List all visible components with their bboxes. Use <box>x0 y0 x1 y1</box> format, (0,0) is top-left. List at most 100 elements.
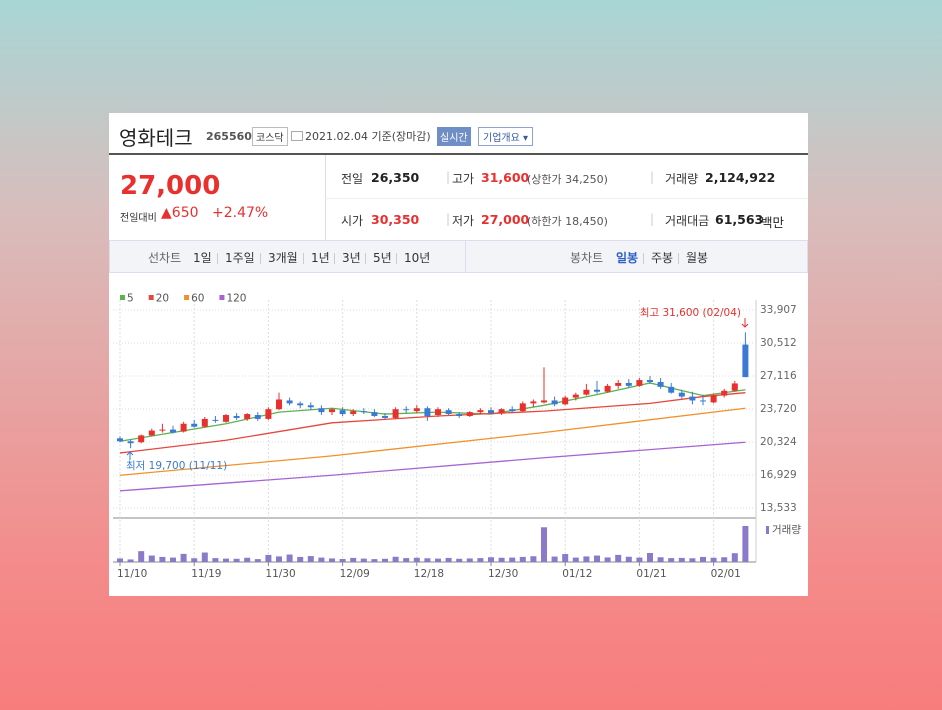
change-rate: +2.47% <box>212 205 269 221</box>
candle-body <box>615 382 622 386</box>
stat-label: 거래대금 <box>665 214 710 228</box>
tab[interactable]: 월봉 <box>686 251 709 265</box>
candle-body <box>710 395 717 403</box>
x-tick-label: 02/01 <box>711 568 741 580</box>
candle-body <box>477 410 484 413</box>
volume-bar <box>509 557 516 562</box>
candle-body <box>170 429 176 433</box>
volume-bar <box>148 555 155 562</box>
y-tick-label: 33,907 <box>760 304 797 316</box>
volume-bar <box>318 557 325 562</box>
y-tick-label: 13,533 <box>760 502 797 514</box>
candle-body <box>456 414 463 416</box>
candle-body <box>254 415 261 419</box>
candle-body <box>212 419 219 421</box>
divider: | <box>650 212 655 226</box>
company-info-text: 기업개요 <box>483 133 520 144</box>
candle-body <box>572 394 579 398</box>
volume-bar <box>477 558 484 562</box>
volume-bar <box>127 559 134 562</box>
tab[interactable]: 1주일 <box>225 251 255 265</box>
company-info-button[interactable]: 기업개요 ▾ <box>478 127 534 146</box>
candle-body <box>201 418 208 427</box>
candle-body <box>339 410 346 415</box>
legend-swatch <box>766 526 769 534</box>
candle-body <box>382 415 388 418</box>
candle-body <box>318 408 325 413</box>
volume-bar <box>360 558 367 562</box>
candle-body <box>657 381 664 387</box>
volume-bar <box>382 558 388 562</box>
volume-bar <box>657 557 664 562</box>
tab[interactable]: 1일 <box>193 251 212 265</box>
legend-swatch <box>120 295 125 300</box>
legend-swatch <box>148 295 154 300</box>
volume-bar <box>276 556 282 562</box>
volume-bar <box>180 553 187 562</box>
candle-body <box>244 414 251 419</box>
candle-body <box>721 390 728 396</box>
volume-bar <box>668 558 675 562</box>
candle-body <box>286 400 293 404</box>
volume-bar <box>721 557 728 562</box>
candle-body <box>509 409 516 412</box>
candle-body <box>604 385 611 392</box>
tab[interactable]: 주봉 <box>651 251 674 265</box>
volume-bar <box>286 554 293 562</box>
stat-label: 시가 <box>341 214 364 228</box>
stat-note: (상한가 34,250) <box>527 173 608 186</box>
candle-body <box>223 415 229 422</box>
divider: | <box>446 170 451 184</box>
candle-body <box>647 380 653 382</box>
volume-bar <box>700 556 706 562</box>
change-value: 650 <box>171 205 199 221</box>
tab-active[interactable]: 일봉 <box>616 251 639 265</box>
candle-body <box>678 392 685 397</box>
tab[interactable]: 1년 <box>311 251 330 265</box>
candle-body <box>360 411 367 413</box>
legend-label: 20 <box>156 293 169 305</box>
volume-bar <box>244 557 251 562</box>
volume-bar <box>159 556 166 562</box>
stock-name: 영화테크 <box>119 126 193 150</box>
volume-bar <box>530 556 537 562</box>
ma-line <box>119 441 746 492</box>
legend-label: 5 <box>127 293 134 305</box>
tab[interactable]: 3개월 <box>268 251 298 265</box>
stock-code: 265560 <box>206 130 252 143</box>
candle-body <box>445 410 452 415</box>
volume-bar <box>371 559 378 562</box>
x-tick-label: 12/30 <box>488 568 518 580</box>
divider: | <box>650 170 655 184</box>
volume-bar <box>265 554 272 562</box>
candle-body <box>488 410 494 414</box>
volume-bar <box>350 557 357 562</box>
candle-body <box>350 411 357 415</box>
volume-legend: 거래량 <box>772 524 801 536</box>
candle-body <box>689 396 696 401</box>
realtime-button[interactable]: 실시간 <box>437 127 471 146</box>
candle-body <box>435 409 441 416</box>
candle-body <box>413 408 420 412</box>
volume-bar <box>339 558 346 562</box>
divider <box>465 241 466 272</box>
tab[interactable]: 5년 <box>373 251 392 265</box>
y-tick-label: 16,929 <box>760 469 797 481</box>
tab[interactable]: 10년 <box>404 251 431 265</box>
volume-bar <box>435 558 441 562</box>
volume-bar <box>731 553 738 562</box>
tab[interactable]: 3년 <box>342 251 361 265</box>
volume-bar <box>201 552 208 562</box>
stat-value: 2,124,922 <box>705 170 776 185</box>
volume-bar <box>191 558 198 562</box>
volume-bar <box>689 558 696 562</box>
legend-label: 60 <box>191 293 204 305</box>
ma-line <box>119 407 746 476</box>
high-arrow <box>741 318 749 328</box>
stat-label: 전일 <box>341 172 364 186</box>
market-badge: 코스닥 <box>252 127 288 146</box>
candle-body <box>276 399 282 410</box>
stat-note: (하한가 18,450) <box>527 215 608 228</box>
header-rule <box>109 153 808 155</box>
